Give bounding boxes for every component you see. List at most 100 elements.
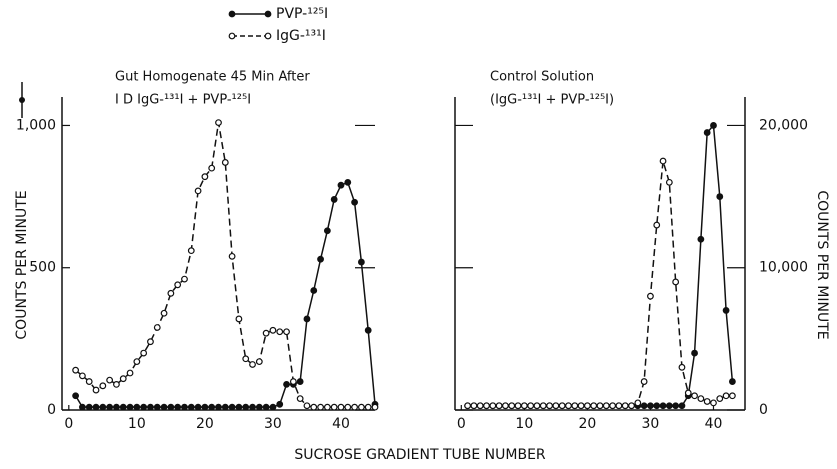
data-point — [276, 328, 284, 336]
data-point — [140, 403, 148, 411]
data-point — [106, 376, 114, 384]
data-point — [296, 378, 304, 385]
data-point — [228, 252, 236, 260]
data-point — [310, 287, 318, 294]
data-point — [527, 402, 535, 410]
data-point — [289, 378, 297, 385]
data-point — [249, 403, 256, 411]
x-tick-label: 10 — [128, 416, 146, 432]
data-point — [303, 402, 311, 410]
data-point — [653, 221, 661, 229]
data-point — [79, 403, 86, 411]
data-point — [464, 402, 472, 410]
data-point — [283, 380, 290, 388]
data-point — [147, 338, 154, 346]
data-point — [235, 403, 243, 411]
data-point — [153, 403, 161, 411]
data-point — [539, 402, 547, 410]
data-point — [583, 402, 591, 410]
data-point — [364, 326, 372, 334]
legend-marker — [264, 10, 272, 18]
data-point — [489, 402, 497, 410]
data-point — [470, 402, 478, 410]
data-point — [181, 403, 188, 411]
data-point — [330, 196, 338, 203]
data-point — [697, 235, 705, 243]
y2-tick-label: 10,000 — [759, 260, 808, 276]
data-point — [317, 403, 324, 411]
data-point — [221, 159, 229, 166]
data-point — [476, 402, 484, 410]
data-point — [716, 395, 724, 403]
data-point — [72, 366, 80, 374]
data-point — [174, 281, 182, 289]
data-point — [520, 402, 528, 410]
data-point — [242, 403, 250, 411]
data-point — [546, 402, 553, 410]
x-tick-label: 40 — [705, 416, 723, 432]
x-tick-label: 0 — [457, 416, 466, 432]
data-point — [201, 403, 209, 411]
data-point — [691, 392, 698, 400]
y2-tick-label: 0 — [759, 402, 768, 418]
data-point — [590, 402, 598, 410]
y-tick-label: 0 — [47, 402, 56, 418]
data-point — [483, 402, 490, 410]
data-point — [615, 402, 623, 410]
data-point — [653, 402, 661, 410]
data-point — [647, 402, 654, 410]
data-point — [647, 292, 654, 300]
panel-title: Gut Homogenate 45 Min After — [115, 70, 310, 85]
legend-marker — [264, 32, 272, 40]
data-point — [106, 403, 114, 411]
data-point — [283, 328, 290, 336]
data-point — [92, 403, 100, 411]
data-point — [262, 403, 270, 411]
data-point — [113, 403, 120, 411]
data-point — [126, 369, 134, 377]
data-point — [126, 403, 134, 411]
data-point — [208, 164, 216, 172]
data-point — [72, 392, 80, 400]
data-point — [514, 402, 522, 410]
data-point — [533, 402, 541, 410]
data-point — [665, 402, 673, 410]
data-point — [194, 187, 202, 195]
data-point — [330, 403, 338, 411]
x-tick-label: 20 — [196, 416, 214, 432]
data-point — [167, 403, 175, 411]
data-point — [697, 395, 705, 403]
data-point — [659, 402, 667, 410]
data-point — [187, 403, 195, 411]
data-point — [703, 129, 711, 136]
data-point — [323, 403, 331, 411]
data-point — [153, 324, 161, 331]
data-point — [640, 402, 648, 410]
data-point — [659, 157, 667, 165]
data-point — [160, 403, 168, 411]
data-point — [495, 402, 503, 410]
data-point — [634, 399, 642, 407]
data-point — [609, 402, 617, 410]
data-point — [167, 289, 175, 297]
data-point — [672, 402, 680, 410]
series-line — [467, 123, 734, 407]
data-point — [558, 402, 566, 410]
data-point — [337, 403, 345, 411]
x-axis-label: SUCROSE GRADIENT TUBE NUMBER — [294, 447, 546, 463]
legend-marker — [228, 32, 236, 40]
data-point — [678, 363, 686, 371]
x-tick-label: 30 — [642, 416, 660, 432]
data-point — [344, 403, 352, 411]
x-tick-label: 10 — [515, 416, 533, 432]
data-point — [99, 382, 107, 390]
data-point — [133, 358, 141, 366]
data-point — [215, 403, 222, 411]
data-point — [672, 278, 680, 286]
data-point — [249, 361, 256, 368]
x-tick-label: 40 — [332, 416, 350, 432]
y-label-symbol-dot — [19, 97, 25, 103]
data-point — [665, 178, 673, 186]
